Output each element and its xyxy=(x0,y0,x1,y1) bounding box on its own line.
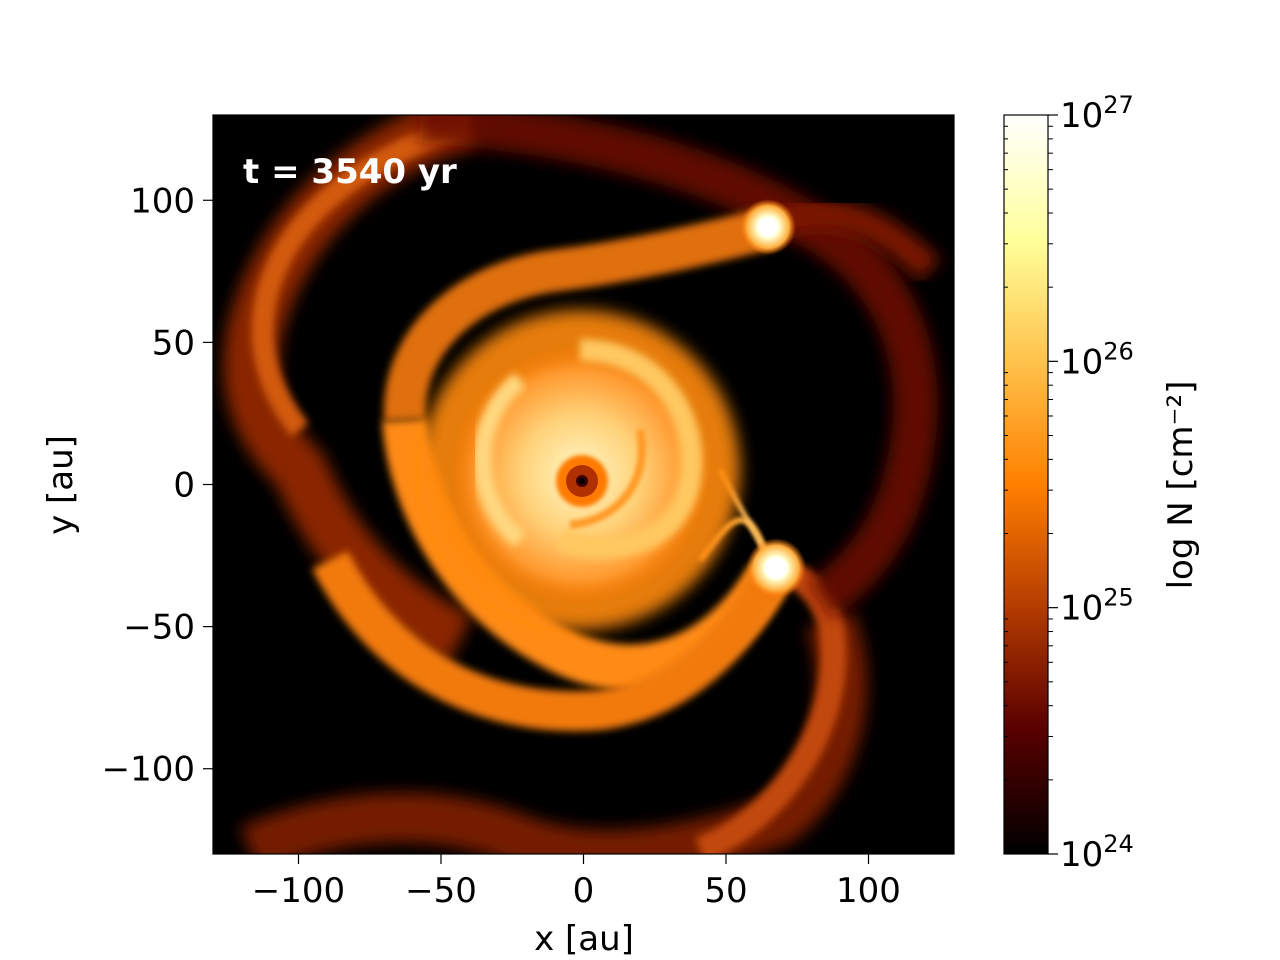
colorbar-tick-label: 1026 xyxy=(1060,337,1134,382)
y-tick-label: 0 xyxy=(173,466,195,506)
x-tick-label: −50 xyxy=(405,871,477,911)
x-axis-label: x [au] xyxy=(534,919,634,959)
time-annotation: t = 3540 yr xyxy=(243,152,457,192)
x-tick-label: 100 xyxy=(836,871,901,911)
y-tick-label: −100 xyxy=(102,750,195,790)
colorbar-tick-label: 1027 xyxy=(1060,91,1134,136)
x-tick-label: −100 xyxy=(252,871,345,911)
colorbar-tick-label: 1024 xyxy=(1060,830,1134,875)
colorbar-frame xyxy=(1003,114,1049,855)
y-tick-label: −50 xyxy=(123,608,195,648)
y-tick-label: 100 xyxy=(130,181,195,221)
colorbar-ticks: 1024 1025 1026 1027 xyxy=(1004,91,1134,875)
heatmap-image xyxy=(213,115,954,854)
x-tick-label: 50 xyxy=(704,871,747,911)
colorbar xyxy=(1004,115,1048,854)
x-tick-label: 0 xyxy=(573,871,595,911)
y-axis-ticks: −100 −50 0 50 100 xyxy=(102,181,213,790)
colorbar-tick-label: 1025 xyxy=(1060,584,1134,629)
x-axis-ticks: −100 −50 0 50 100 xyxy=(252,854,901,911)
y-axis-label: y [au] xyxy=(41,435,81,535)
colorbar-label: log N [cm⁻²] xyxy=(1161,381,1201,590)
y-tick-label: 50 xyxy=(152,323,195,363)
